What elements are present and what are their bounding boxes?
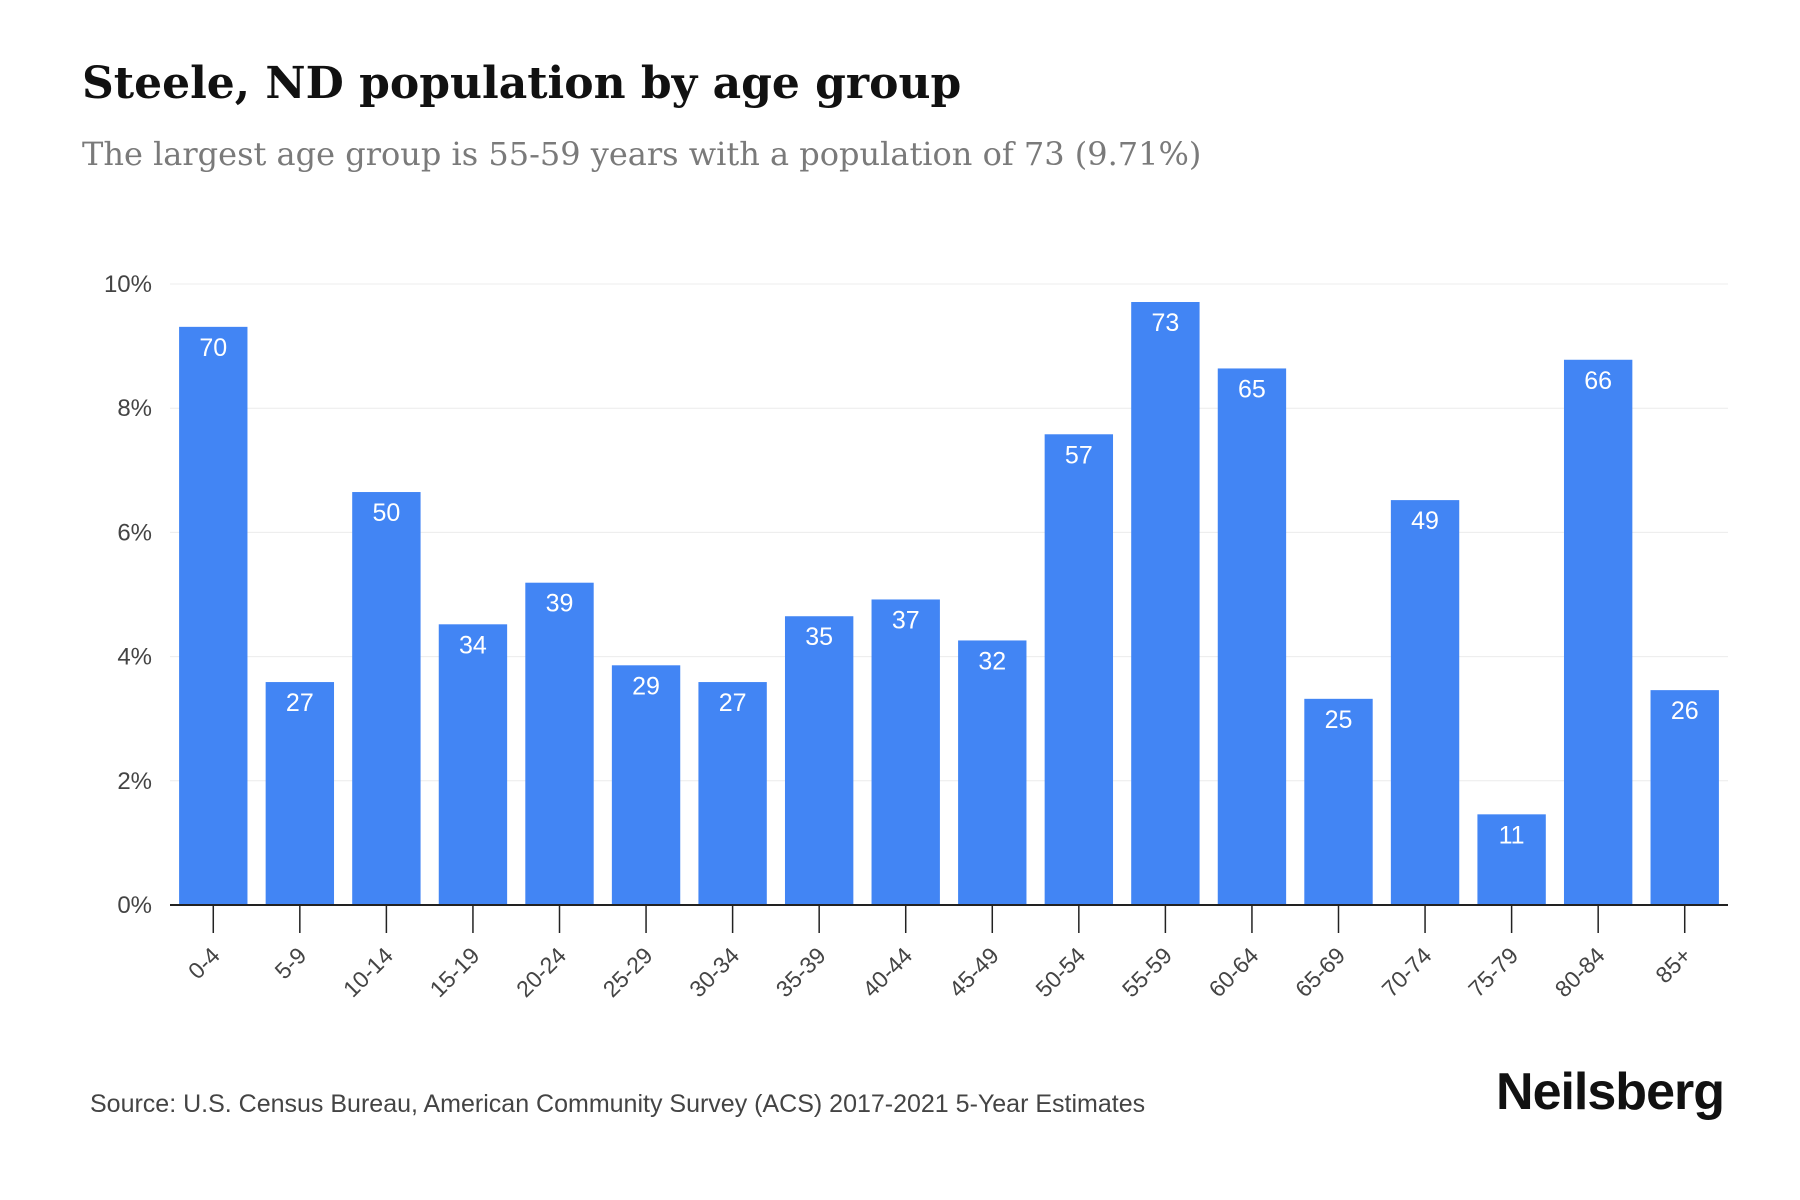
source-note: Source: U.S. Census Bureau, American Com… [90,1090,1146,1118]
x-tick-label: 35-39 [771,942,831,1002]
bar-chart: 0% 2% 4% 6% 8% 10% 70 27 50 34 39 29 27 35 37 32 57 73 65… [104,271,1728,1002]
x-tick-label: 60-64 [1203,942,1263,1002]
y-tick-label: 0% [117,892,152,919]
data-label: 37 [892,606,920,634]
data-label: 11 [1499,821,1525,849]
bar [265,682,335,905]
bar [352,492,421,905]
data-label: 27 [719,689,747,717]
x-tick-label: 80-84 [1550,942,1610,1002]
data-label: 50 [372,499,400,527]
grid-lines [170,283,1728,782]
x-axis-ticks: 0-4 5-9 10-14 15-19 20-24 25-29 30-34 35-39 40-4… [183,905,1696,1002]
data-labels: 70 27 50 34 39 29 27 35 37 32 57 73 65 25 49 11 66 26 [199,309,1698,849]
bar [1390,500,1460,905]
data-label: 35 [805,623,833,651]
bar [525,582,594,905]
x-tick-label: 15-19 [424,942,484,1002]
x-tick-label: 55-59 [1117,942,1177,1002]
bar [1650,690,1719,905]
x-tick-label: 0-4 [183,942,225,984]
x-tick-label: 20-24 [511,942,571,1002]
bar [1217,368,1287,905]
data-label: 27 [286,689,314,717]
x-tick-label: 45-49 [944,942,1004,1002]
x-tick-label: 85+ [1650,942,1696,988]
data-label: 70 [199,334,227,362]
data-label: 39 [546,590,574,618]
y-tick-label: 2% [117,768,152,795]
y-tick-label: 8% [117,395,152,422]
bars [179,302,1719,906]
bar [1044,434,1114,905]
y-tick-label: 6% [117,519,152,546]
y-tick-label: 4% [117,644,152,671]
bar [1304,698,1373,905]
y-axis-ticks: 0% 2% 4% 6% 8% 10% [104,271,152,919]
bar [871,599,940,905]
bar [179,326,248,905]
x-tick-label: 50-54 [1030,942,1090,1002]
bar [1563,359,1633,906]
bar [698,682,767,905]
x-tick-label: 65-69 [1290,942,1350,1002]
bar [784,616,854,905]
data-label: 29 [632,672,660,700]
x-tick-label: 30-34 [684,942,744,1002]
chart-title: Steele, ND population by age group [82,58,962,109]
bar [611,665,681,905]
data-label: 34 [459,631,487,659]
brand-logo: Neilsberg [1496,1063,1725,1121]
bar [958,640,1027,905]
x-tick-label: 25-29 [598,942,658,1002]
x-tick-label: 75-79 [1463,942,1523,1002]
data-label: 73 [1151,309,1179,337]
bar [438,624,508,905]
data-label: 57 [1065,441,1093,469]
bar [1477,814,1546,905]
data-label: 25 [1325,706,1353,734]
x-tick-label: 40-44 [857,942,917,1002]
x-tick-label: 10-14 [338,942,398,1002]
data-label: 32 [978,647,1006,675]
x-tick-label: 70-74 [1377,942,1437,1002]
y-tick-label: 10% [104,271,152,298]
data-label: 26 [1671,697,1699,725]
x-tick-label: 5-9 [269,942,311,984]
bar [1131,302,1200,905]
data-label: 66 [1584,367,1612,395]
data-label: 65 [1238,375,1266,403]
data-label: 49 [1411,507,1439,535]
chart-subtitle: The largest age group is 55-59 years wit… [82,135,1202,173]
